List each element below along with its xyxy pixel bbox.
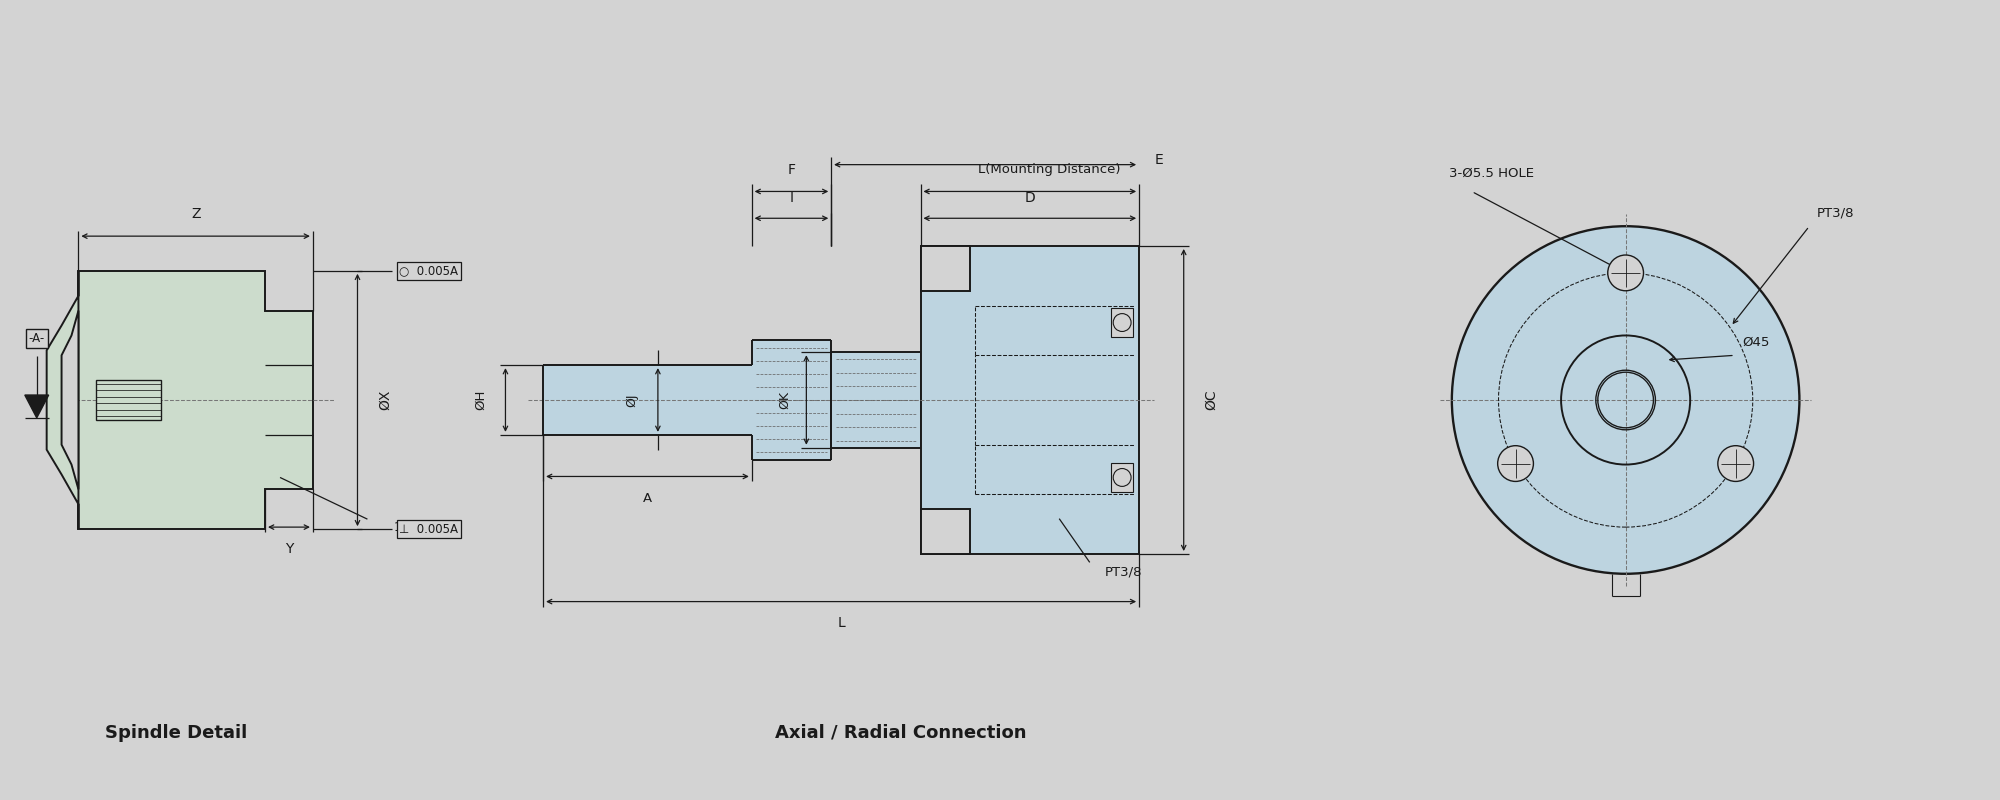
Bar <box>920 246 1140 554</box>
Text: Y: Y <box>284 542 294 556</box>
Text: ØH: ØH <box>474 390 488 410</box>
Polygon shape <box>46 271 78 529</box>
Text: Axial / Radial Connection: Axial / Radial Connection <box>774 724 1026 742</box>
Bar <box>920 246 970 290</box>
Text: I: I <box>790 191 794 206</box>
Text: 1x30°: 1x30° <box>394 521 430 534</box>
Text: Z: Z <box>190 207 200 222</box>
Text: D: D <box>1024 191 1036 206</box>
Text: ØJ: ØJ <box>626 394 638 406</box>
Bar <box>1112 462 1134 492</box>
Text: ⊥  0.005A: ⊥ 0.005A <box>400 522 458 535</box>
Text: L(Mounting Distance): L(Mounting Distance) <box>978 163 1120 176</box>
Text: ØK: ØK <box>778 391 792 409</box>
Polygon shape <box>78 271 312 529</box>
Polygon shape <box>544 341 752 459</box>
Circle shape <box>1452 226 1800 574</box>
Text: 3-Ø5.5 HOLE: 3-Ø5.5 HOLE <box>1450 166 1534 179</box>
Bar <box>920 510 970 554</box>
Polygon shape <box>62 310 78 490</box>
Text: A: A <box>642 492 652 505</box>
Bar <box>832 352 920 448</box>
Text: E: E <box>1154 153 1164 166</box>
Text: PT3/8: PT3/8 <box>1104 566 1142 578</box>
Text: PT3/8: PT3/8 <box>1816 206 1854 219</box>
Text: Spindle Detail: Spindle Detail <box>104 724 246 742</box>
Bar <box>1112 308 1134 338</box>
Polygon shape <box>24 395 48 418</box>
Text: ØX: ØX <box>378 390 392 410</box>
Text: L: L <box>838 617 844 630</box>
Circle shape <box>1608 255 1644 290</box>
Circle shape <box>1718 446 1754 482</box>
Text: -A-: -A- <box>28 332 44 345</box>
Polygon shape <box>752 341 832 459</box>
Text: ○  0.005A: ○ 0.005A <box>400 265 458 278</box>
Text: Ø45: Ø45 <box>1742 335 1770 348</box>
Text: F: F <box>788 162 796 177</box>
Bar <box>96 380 160 420</box>
Circle shape <box>1498 446 1534 482</box>
Text: ØC: ØC <box>1204 390 1218 410</box>
